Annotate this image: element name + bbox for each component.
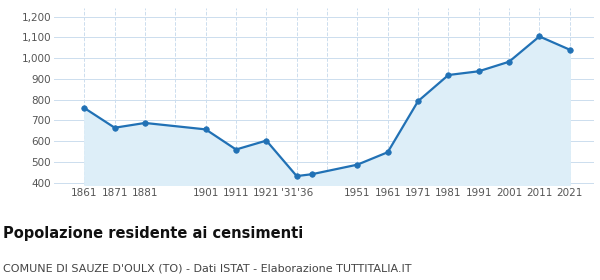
Text: COMUNE DI SAUZE D'OULX (TO) - Dati ISTAT - Elaborazione TUTTITALIA.IT: COMUNE DI SAUZE D'OULX (TO) - Dati ISTAT… xyxy=(3,263,412,274)
Text: Popolazione residente ai censimenti: Popolazione residente ai censimenti xyxy=(3,226,303,241)
